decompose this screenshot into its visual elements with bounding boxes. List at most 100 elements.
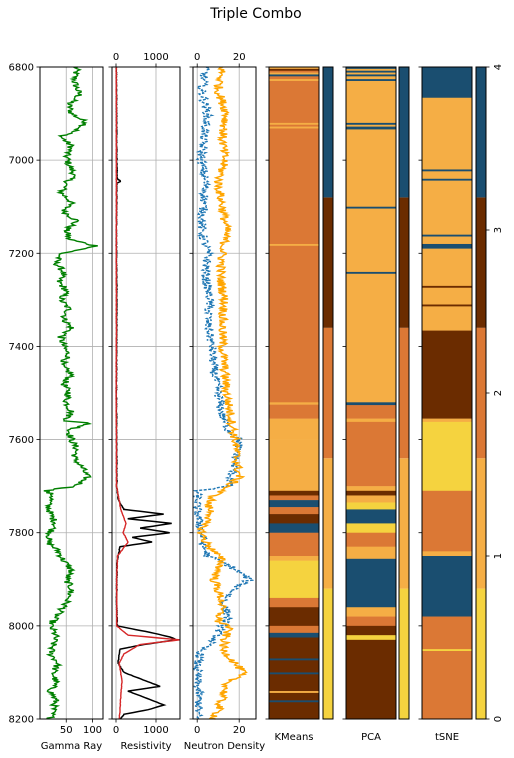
- facies-interval: [269, 243, 319, 247]
- axes-frame: [39, 66, 104, 720]
- facies-interval: [269, 124, 319, 127]
- facies-interval: [346, 68, 396, 72]
- facies-interval: [269, 660, 319, 673]
- x-tick-label: 50: [60, 725, 73, 736]
- curve-density: [197, 66, 248, 720]
- facies-interval: [269, 597, 319, 608]
- depth-tick-label: 7000: [9, 156, 34, 167]
- x-axis-label: PCA: [361, 732, 381, 743]
- curve-neutron: [192, 66, 254, 720]
- facies-interval: [422, 556, 472, 617]
- curve-gamma: [43, 66, 98, 720]
- facies-interval: [269, 692, 319, 701]
- facies-interval: [269, 556, 319, 561]
- x-top-tick-label: 1000: [143, 52, 168, 63]
- facies-interval: [269, 245, 319, 248]
- facies-interval: [269, 402, 319, 405]
- facies-interval: [269, 658, 319, 661]
- facies-interval: [269, 79, 319, 82]
- facies-interval: [269, 72, 319, 75]
- facies-interval: [269, 128, 319, 245]
- class-color-segment: [476, 588, 486, 719]
- facies-interval: [269, 637, 319, 645]
- facies-track-pca: [342, 66, 410, 720]
- facies-interval: [422, 330, 472, 419]
- facies-interval: [422, 490, 472, 552]
- facies-interval: [269, 672, 319, 675]
- colorbar-frame: [322, 66, 334, 720]
- curve-res_deep: [115, 67, 178, 720]
- x-tick-label: 20: [233, 725, 246, 736]
- depth-tick-label: 7600: [9, 435, 34, 446]
- facies-interval: [269, 80, 319, 124]
- facies-interval: [346, 421, 396, 487]
- class-color-segment: [399, 327, 409, 459]
- axes-frame: [111, 66, 181, 720]
- facies-interval: [269, 495, 319, 501]
- facies-interval: [346, 405, 396, 419]
- track-resistivity: [108, 63, 181, 723]
- curve-res_shallow: [115, 67, 180, 720]
- facies-interval: [269, 247, 319, 403]
- colorbar-tick-label: 0: [493, 716, 504, 722]
- facies-interval: [346, 206, 396, 209]
- class-color-segment: [399, 458, 409, 589]
- facies-interval: [346, 80, 396, 124]
- x-axis-label: Gamma Ray: [41, 741, 103, 752]
- x-tick-label: 0: [113, 725, 119, 736]
- depth-tick-label: 8000: [9, 621, 34, 632]
- facies-interval: [269, 700, 319, 703]
- facies-interval: [269, 532, 319, 547]
- facies-interval: [269, 418, 319, 423]
- x-tick-label: 0: [194, 725, 200, 736]
- facies-interval: [346, 72, 396, 75]
- facies-interval: [269, 691, 319, 694]
- facies-interval: [269, 76, 319, 80]
- class-color-segment: [399, 588, 409, 719]
- facies-interval: [269, 507, 319, 515]
- depth-tick-label: 7200: [9, 249, 34, 260]
- facies-interval: [346, 509, 396, 524]
- facies-interval: [422, 616, 472, 650]
- facies-interval: [269, 702, 319, 720]
- facies-interval: [346, 558, 396, 608]
- facies-interval: [346, 490, 396, 496]
- facies-interval: [269, 523, 319, 534]
- facies-interval: [269, 514, 319, 524]
- track-neutron_density: [189, 63, 257, 723]
- facies-interval: [346, 486, 396, 492]
- facies-interval: [422, 67, 472, 99]
- facies-interval: [346, 271, 396, 275]
- facies-interval: [269, 70, 319, 73]
- x-tick-label: 1000: [143, 725, 168, 736]
- facies-interval: [422, 285, 472, 289]
- facies-interval: [422, 97, 472, 101]
- colorbar-tick-label: 1: [493, 553, 504, 559]
- facies-interval: [346, 523, 396, 534]
- axes-frame: [268, 66, 320, 720]
- class-color-segment: [476, 197, 486, 328]
- facies-interval: [269, 625, 319, 634]
- facies-interval: [346, 616, 396, 627]
- class-color-segment: [476, 67, 486, 198]
- facies-interval: [346, 70, 396, 73]
- facies-interval: [269, 644, 319, 659]
- x-axis-label: Resistivity: [120, 741, 171, 752]
- x-tick-label: 100: [83, 725, 102, 736]
- facies-interval: [346, 124, 396, 127]
- facies-interval: [422, 243, 472, 249]
- facies-interval: [422, 171, 472, 180]
- facies-interval: [269, 67, 319, 70]
- depth-tick-label: 8200: [9, 715, 34, 726]
- class-color-segment: [323, 67, 333, 198]
- colorbar-tick-label: 4: [493, 64, 504, 70]
- facies-interval: [269, 500, 319, 508]
- class-color-segment: [476, 327, 486, 459]
- colorbar-frame: [398, 66, 410, 720]
- facies-interval: [269, 490, 319, 496]
- facies-interval: [346, 418, 396, 423]
- facies-interval: [346, 495, 396, 503]
- facies-interval: [269, 546, 319, 557]
- facies-interval: [422, 651, 472, 720]
